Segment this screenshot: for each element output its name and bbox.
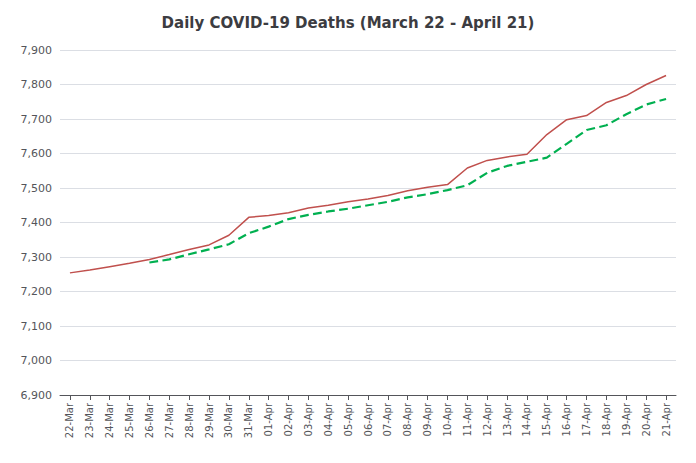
- svg-text:20-Apr: 20-Apr: [641, 402, 652, 436]
- svg-text:06-Apr: 06-Apr: [363, 402, 374, 436]
- svg-text:28-Mar: 28-Mar: [184, 402, 195, 438]
- svg-text:7,300: 7,300: [21, 251, 53, 264]
- svg-text:29-Mar: 29-Mar: [204, 402, 215, 438]
- svg-text:16-Apr: 16-Apr: [561, 402, 572, 436]
- svg-text:14-Apr: 14-Apr: [521, 402, 532, 436]
- svg-text:27-Mar: 27-Mar: [164, 402, 175, 438]
- svg-text:03-Apr: 03-Apr: [303, 402, 314, 436]
- svg-text:7,800: 7,800: [21, 78, 53, 91]
- svg-text:11-Apr: 11-Apr: [462, 402, 473, 436]
- svg-text:22-Mar: 22-Mar: [64, 402, 75, 438]
- svg-text:25-Mar: 25-Mar: [124, 402, 135, 438]
- svg-text:31-Mar: 31-Mar: [243, 402, 254, 438]
- svg-text:30-Mar: 30-Mar: [223, 402, 234, 438]
- svg-text:7,500: 7,500: [21, 182, 53, 195]
- svg-text:01-Apr: 01-Apr: [263, 402, 274, 436]
- svg-text:07-Apr: 07-Apr: [382, 402, 393, 436]
- svg-text:6,900: 6,900: [21, 389, 53, 402]
- svg-text:23-Mar: 23-Mar: [84, 402, 95, 438]
- svg-text:7,600: 7,600: [21, 147, 53, 160]
- svg-text:7,200: 7,200: [21, 285, 53, 298]
- svg-text:26-Mar: 26-Mar: [144, 402, 155, 438]
- svg-text:12-Apr: 12-Apr: [482, 402, 493, 436]
- svg-text:7,900: 7,900: [21, 44, 53, 57]
- svg-text:21-Apr: 21-Apr: [661, 402, 672, 436]
- svg-text:7,000: 7,000: [21, 354, 53, 367]
- svg-text:7,100: 7,100: [21, 320, 53, 333]
- svg-text:10-Apr: 10-Apr: [442, 402, 453, 436]
- svg-text:15-Apr: 15-Apr: [541, 402, 552, 436]
- svg-text:18-Apr: 18-Apr: [601, 402, 612, 436]
- svg-text:04-Apr: 04-Apr: [323, 402, 334, 436]
- svg-text:09-Apr: 09-Apr: [422, 402, 433, 436]
- svg-text:08-Apr: 08-Apr: [402, 402, 413, 436]
- svg-text:19-Apr: 19-Apr: [621, 402, 632, 436]
- svg-text:05-Apr: 05-Apr: [343, 402, 354, 436]
- svg-text:24-Mar: 24-Mar: [104, 402, 115, 438]
- svg-text:02-Apr: 02-Apr: [283, 402, 294, 436]
- svg-text:17-Apr: 17-Apr: [581, 402, 592, 436]
- svg-text:13-Apr: 13-Apr: [502, 402, 513, 436]
- svg-text:7,700: 7,700: [21, 113, 53, 126]
- svg-text:7,400: 7,400: [21, 216, 53, 229]
- svg-text:Daily COVID-19 Deaths (March 2: Daily COVID-19 Deaths (March 22 - April …: [162, 14, 535, 32]
